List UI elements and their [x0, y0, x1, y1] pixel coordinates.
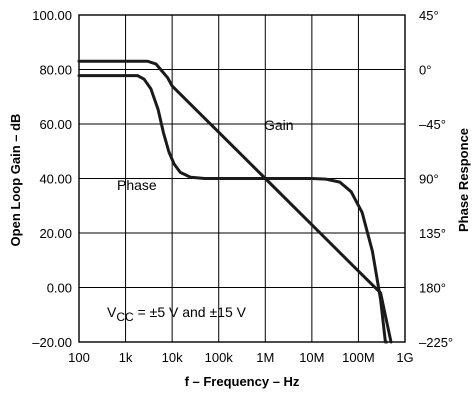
x-tick-label: 1k	[119, 350, 133, 365]
x-tick-label: 100M	[342, 350, 375, 365]
supply-voltage-subscript: CC	[116, 310, 134, 324]
y-tick-label-right: 135°	[419, 226, 446, 241]
y-axis-title-right: Phase Responce	[456, 128, 471, 232]
y-tick-label-left: 40.00	[39, 172, 72, 187]
x-tick-label: 100	[68, 350, 90, 365]
tick-labels: 100 1k 10k 100k 1M 10M 100M 1G 100.00 80.00 60.00 4…	[32, 8, 453, 365]
y-tick-label-right: 180°	[419, 281, 446, 296]
y-tick-label-right: 0°	[419, 63, 431, 78]
y-tick-label-right: –45°	[419, 117, 446, 132]
y-tick-label-left: 0.00	[47, 281, 72, 296]
x-tick-label: 100k	[205, 350, 234, 365]
gain-curve	[77, 59, 393, 344]
y-tick-label-left: 80.00	[39, 63, 72, 78]
supply-voltage-range: = ±5 V and ±15 V	[134, 304, 247, 320]
chart-curves	[77, 59, 393, 344]
y-tick-label-right: –225°	[419, 335, 453, 350]
x-tick-label: 10M	[299, 350, 324, 365]
y-tick-label-left: 100.00	[32, 8, 72, 23]
y-tick-label-left: 60.00	[39, 117, 72, 132]
supply-voltage-note: VCC = ±5 V and ±15 V	[107, 304, 247, 324]
gain-curve-label: Gain	[264, 117, 294, 133]
x-tick-label: 1G	[396, 350, 413, 365]
phase-curve	[77, 74, 388, 344]
y-axis-title-left: Open Loop Gain – dB	[8, 114, 23, 247]
y-tick-label-left: –20.00	[32, 335, 72, 350]
y-tick-label-right: 90°	[419, 172, 439, 187]
y-tick-label-left: 20.00	[39, 226, 72, 241]
x-axis-title: f – Frequency – Hz	[185, 374, 300, 389]
x-tick-label: 1M	[256, 350, 274, 365]
phase-curve-label: Phase	[117, 177, 157, 193]
supply-voltage-symbol: V	[107, 304, 117, 320]
x-tick-label: 10k	[162, 350, 183, 365]
y-tick-label-right: 45°	[419, 8, 439, 23]
